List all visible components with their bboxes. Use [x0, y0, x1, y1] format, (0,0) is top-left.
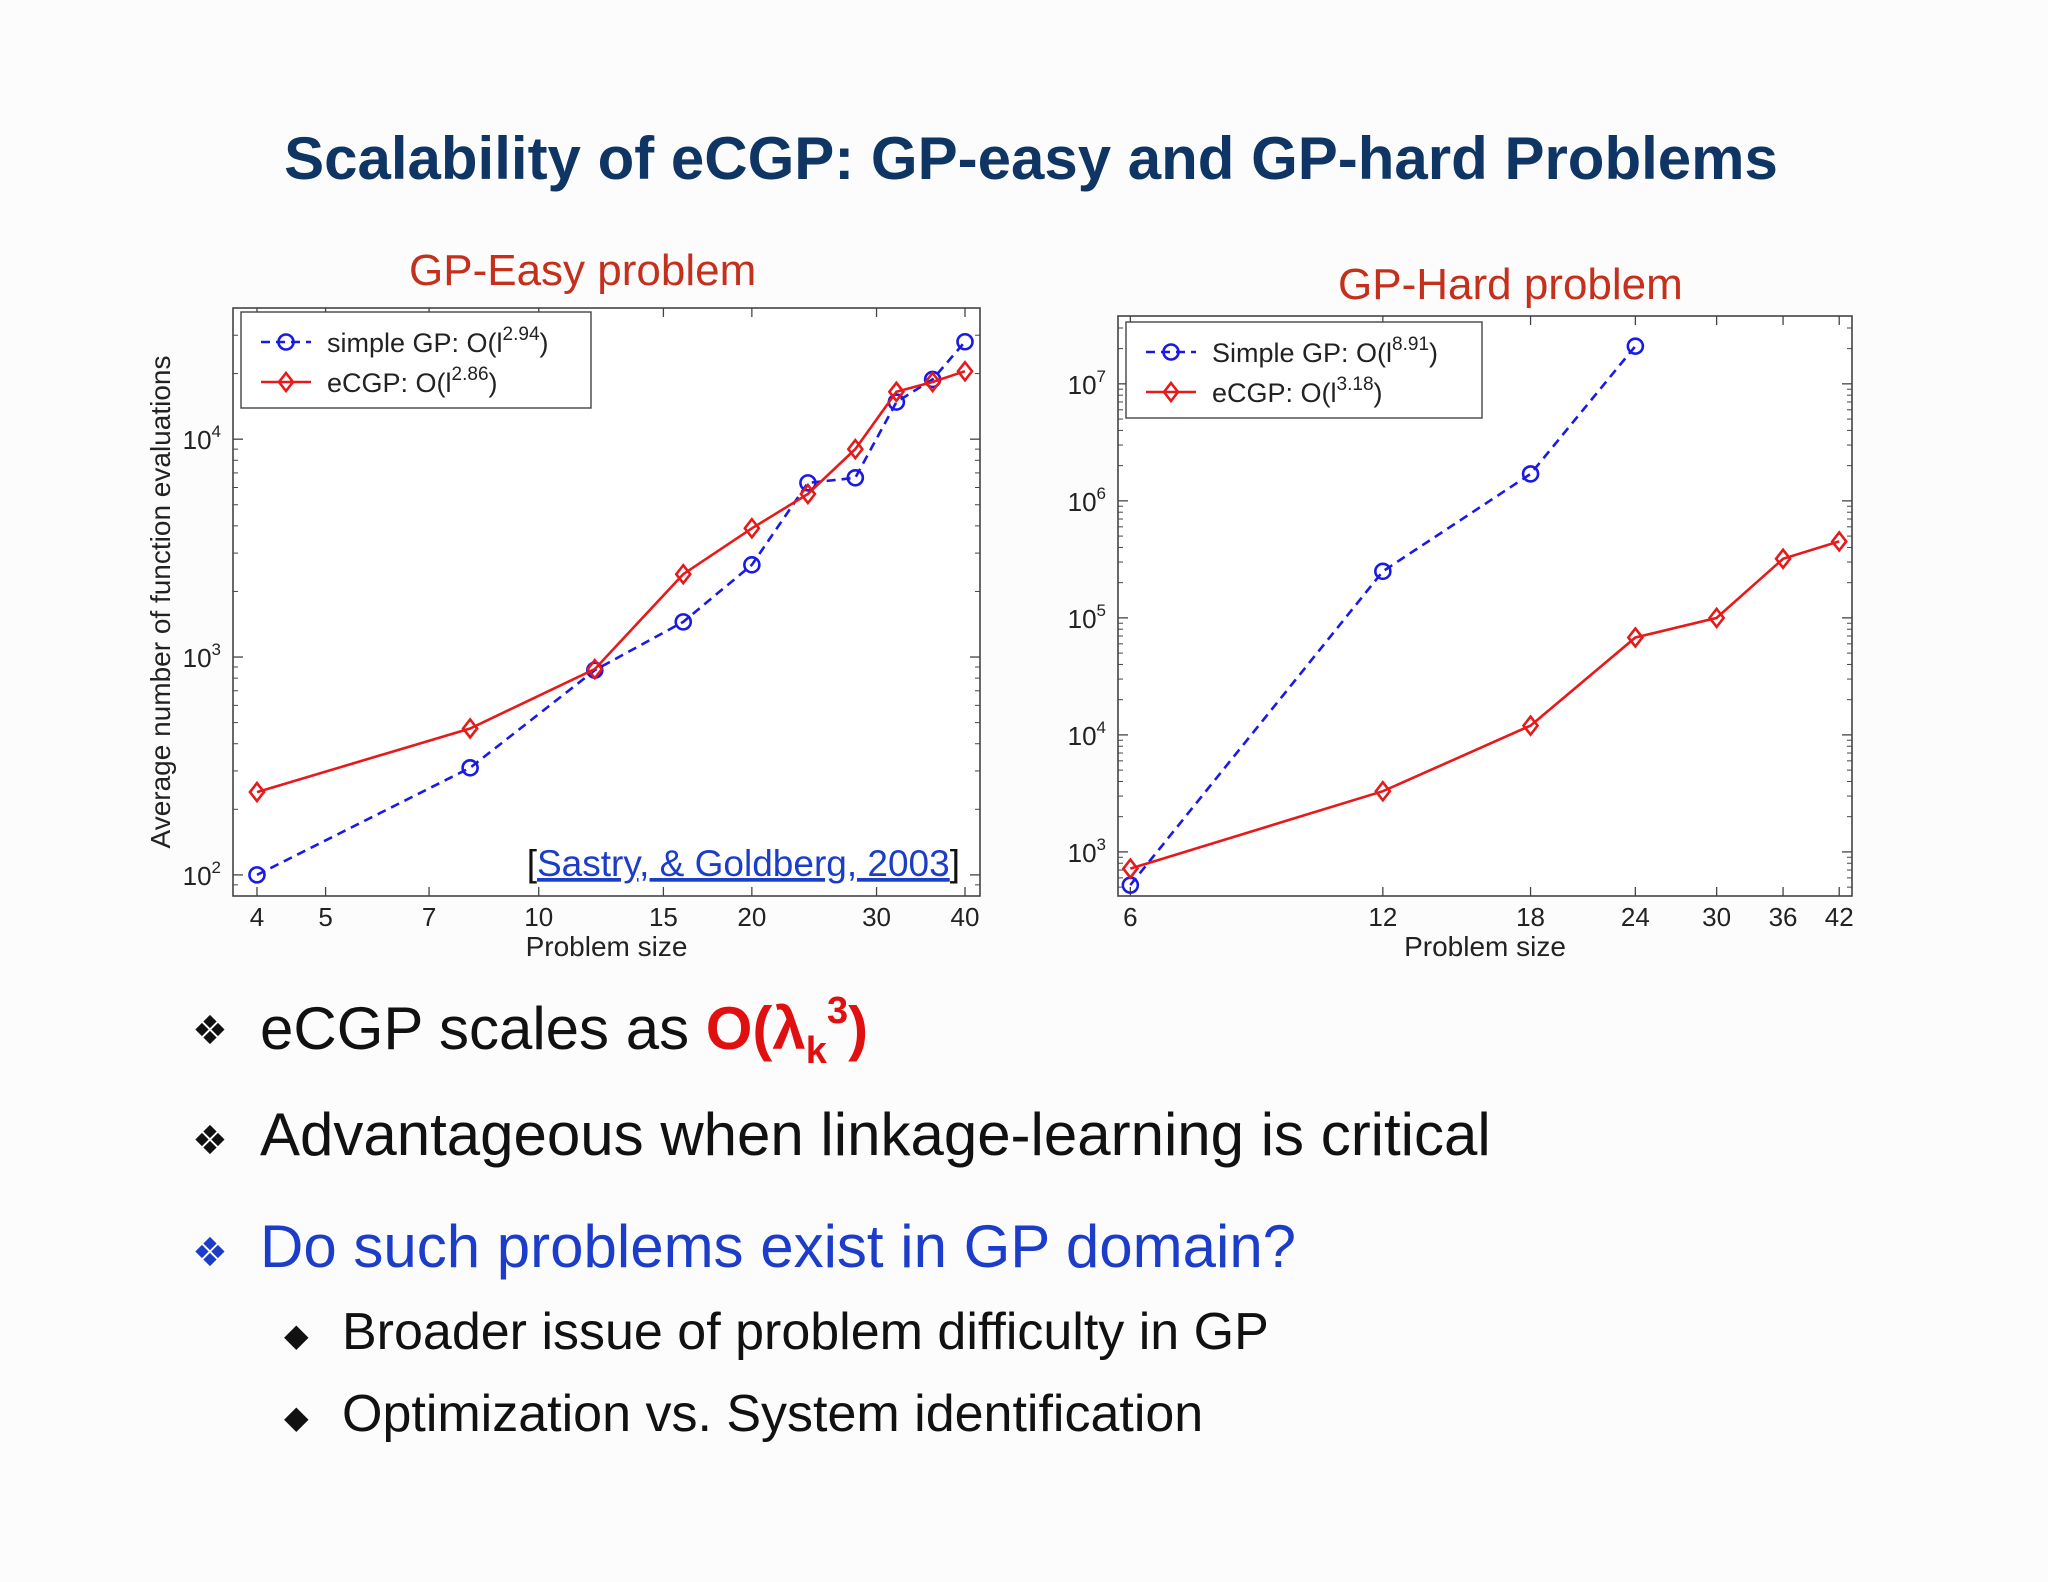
series-line [1129, 345, 1637, 886]
legend-marker [277, 370, 295, 394]
legend-label: simple GP: O(l2.94) [327, 324, 549, 358]
sub-bullet-optimization-text: Optimization vs. System identification [342, 1385, 1204, 1443]
data-point [923, 370, 942, 394]
x-axis-label: Problem size [526, 931, 688, 962]
x-tick-label: 10 [524, 902, 553, 932]
data-point [1374, 562, 1392, 581]
data-point [1830, 530, 1848, 553]
four-diamond-bullet-icon: ❖ [192, 1119, 228, 1163]
data-point [887, 380, 906, 403]
four-diamond-bullet-icon: ❖ [192, 1231, 228, 1275]
legend-box [240, 311, 592, 409]
data-point [1626, 626, 1645, 649]
x-axis-label: Problem size [1404, 931, 1566, 962]
bullet-scaling-text: eCGP scales as [260, 995, 706, 1062]
y-tick-label: 106 [1068, 484, 1106, 517]
y-tick-label: 103 [183, 640, 221, 673]
data-point [846, 438, 864, 461]
data-point [674, 563, 692, 586]
slide-title: Scalability of eCGP: GP-easy and GP-hard… [284, 125, 1778, 192]
data-point [743, 556, 761, 574]
x-tick-label: 36 [1769, 902, 1798, 932]
x-tick-label: 18 [1516, 902, 1545, 932]
data-point [461, 759, 479, 777]
data-point [1707, 606, 1726, 629]
legend-label: eCGP: O(l2.86) [327, 364, 498, 398]
bullet-linkage-text: Advantageous when linkage-learning is cr… [260, 1101, 1491, 1168]
gp-hard-caption: GP-Hard problem [1338, 260, 1683, 309]
y-tick-label: 107 [1068, 367, 1106, 400]
x-tick-label: 4 [250, 902, 264, 932]
bullet-question-text: Do such problems exist in GP domain? [260, 1213, 1297, 1280]
scaling-formula: O(λk3) [705, 990, 869, 1072]
legend-box [1125, 321, 1483, 419]
data-point [956, 360, 974, 383]
data-point [743, 517, 761, 540]
citation-link[interactable]: Sastry, & Goldberg, 2003 [537, 843, 950, 884]
x-tick-label: 6 [1123, 902, 1137, 932]
x-tick-label: 42 [1825, 902, 1854, 932]
x-tick-label: 5 [318, 902, 332, 932]
data-point [1626, 337, 1645, 355]
data-point [674, 613, 693, 631]
series-line [256, 340, 966, 877]
legend-marker [277, 333, 295, 351]
y-tick-label: 102 [183, 858, 221, 891]
legend-marker [1162, 380, 1180, 404]
y-axis-label: Average number of function evaluations [145, 356, 176, 849]
data-point [248, 866, 266, 884]
x-tick-label: 40 [951, 902, 980, 932]
x-tick-label: 30 [1702, 902, 1731, 932]
data-point [1374, 780, 1392, 803]
y-tick-label: 105 [1068, 601, 1106, 634]
four-diamond-bullet-icon: ❖ [192, 1009, 228, 1053]
sub-bullet-difficulty-text: Broader issue of problem difficulty in G… [342, 1303, 1269, 1361]
x-tick-label: 20 [737, 902, 766, 932]
data-point [846, 468, 865, 487]
data-point [586, 658, 604, 681]
y-tick-label: 104 [1068, 718, 1106, 751]
x-tick-label: 15 [649, 902, 678, 932]
series-line [256, 369, 966, 794]
citation: [Sastry, & Goldberg, 2003] [527, 843, 960, 884]
legend-label: eCGP: O(l3.18) [1212, 374, 1383, 408]
diamond-bullet-icon: ◆ [284, 1317, 309, 1353]
data-point [1121, 857, 1139, 880]
legend-label: Simple GP: O(l8.91) [1212, 334, 1438, 368]
legend-marker [1162, 343, 1180, 361]
data-point [799, 482, 817, 506]
x-tick-label: 30 [862, 902, 891, 932]
data-point [799, 474, 817, 492]
data-point [1774, 547, 1792, 570]
x-tick-label: 7 [422, 902, 436, 932]
gp-easy-chart: 4 5 7 10 15 20 30 40 102 103 104 Problem size Averag… [145, 307, 981, 962]
y-tick-label: 104 [183, 422, 221, 455]
gp-hard-chart: 6 12 18 24 30 36 42 103 104 105 106 107 Problem size… [1068, 315, 1854, 962]
data-point [1521, 465, 1540, 483]
data-point [461, 717, 479, 740]
data-point [248, 780, 266, 804]
x-tick-label: 24 [1621, 902, 1650, 932]
gp-easy-caption: GP-Easy problem [409, 246, 757, 295]
x-tick-label: 12 [1368, 902, 1397, 932]
diamond-bullet-icon: ◆ [284, 1399, 309, 1435]
series-line [1129, 540, 1840, 870]
data-point [1521, 714, 1540, 737]
y-tick-label: 103 [1068, 835, 1106, 868]
data-point [956, 332, 974, 351]
